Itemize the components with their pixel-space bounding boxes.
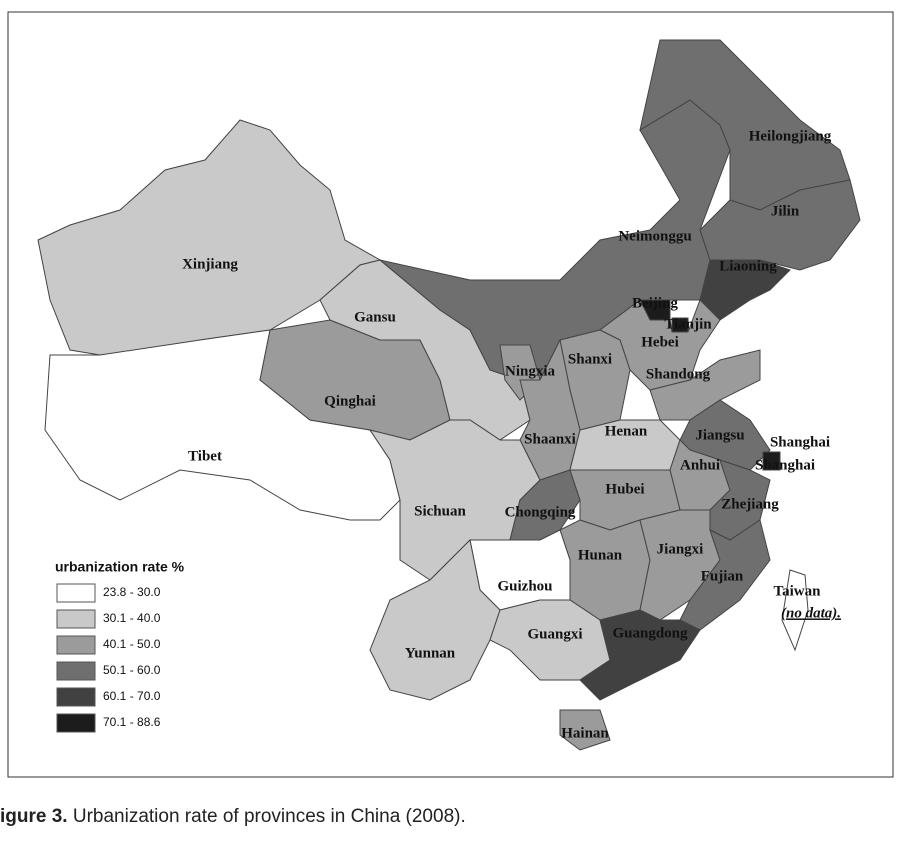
legend-swatch [56, 609, 96, 629]
province-label: Heilongjiang [749, 128, 832, 144]
legend-label: 70.1 - 88.6 [103, 715, 161, 729]
province-label: Henan [605, 423, 648, 439]
province-label: Shandong [646, 366, 711, 382]
map: Xinjiang Tibet Qinghai Gansu Neimonggu Heilon… [7, 11, 894, 778]
province-label: Hainan [561, 725, 609, 741]
province-label: Yunnan [405, 645, 456, 661]
province [559, 709, 611, 751]
province-label: Qinghai [324, 393, 376, 409]
legend-swatch [56, 713, 96, 733]
province [599, 299, 721, 391]
province-label: Tianjin [664, 316, 712, 332]
province-label: Tibet [188, 448, 222, 464]
province-label: Neimonggu [618, 228, 691, 244]
labels: Xinjiang Tibet Qinghai Gansu Neimonggu Heilon… [182, 128, 841, 741]
province-label: Gansu [354, 309, 396, 325]
legend-swatch [56, 635, 96, 655]
province-label: Guangdong [612, 625, 688, 641]
province-label: Xinjiang [182, 256, 238, 272]
legend: urbanization rate % 23.8 - 30.0 30.1 - 40… [55, 559, 185, 733]
legend-swatch [56, 661, 96, 681]
legend-label: 30.1 - 40.0 [103, 611, 161, 625]
province-label: Shaanxi [524, 431, 576, 447]
legend-label: 23.8 - 30.0 [103, 585, 161, 599]
legend-swatch [56, 687, 96, 707]
province-label: Jiangxi [657, 541, 704, 557]
province-label: Guangxi [527, 626, 582, 642]
province [679, 519, 771, 631]
province-label: Fujian [701, 568, 744, 584]
province-label: Anhui [680, 457, 720, 473]
province-label: Ningxia [505, 363, 556, 379]
province-label: Guizhou [497, 578, 552, 594]
province [781, 569, 809, 652]
regions [37, 39, 861, 751]
province [369, 538, 501, 701]
caption-label: igure 3. [0, 806, 68, 827]
province-label: Beijing [632, 295, 678, 311]
caption-text: Urbanization rate of provinces in China … [72, 806, 466, 827]
legend-swatch [56, 583, 96, 603]
province-label: Shanxi [568, 351, 612, 367]
legend-label: 40.1 - 50.0 [103, 637, 161, 651]
province-label: Jiangsu [695, 427, 744, 443]
province-note: (no data). [781, 605, 841, 621]
province-label: Shanghai [755, 457, 815, 473]
province [762, 451, 781, 471]
province-label: Hebei [641, 334, 679, 350]
province-label: Jilin [771, 203, 800, 219]
legend-label: 60.1 - 70.0 [103, 689, 161, 703]
province-label: Zhejiang [721, 496, 779, 512]
province-label: Taiwan [774, 583, 822, 599]
caption: igure 3. Urbanization rate of provinces … [0, 806, 466, 828]
province [699, 179, 861, 271]
province-label: Hunan [578, 547, 623, 563]
province-label: Liaoning [719, 258, 777, 274]
legend-title: urbanization rate % [55, 559, 185, 575]
legend-label: 50.1 - 60.0 [103, 663, 161, 677]
province-label: Shanghai [770, 434, 830, 450]
province-label: Chongqing [505, 504, 576, 520]
province [649, 349, 761, 421]
province-label: Hubei [605, 481, 644, 497]
province [579, 609, 701, 701]
province [44, 329, 401, 521]
province-label: Sichuan [414, 503, 466, 519]
